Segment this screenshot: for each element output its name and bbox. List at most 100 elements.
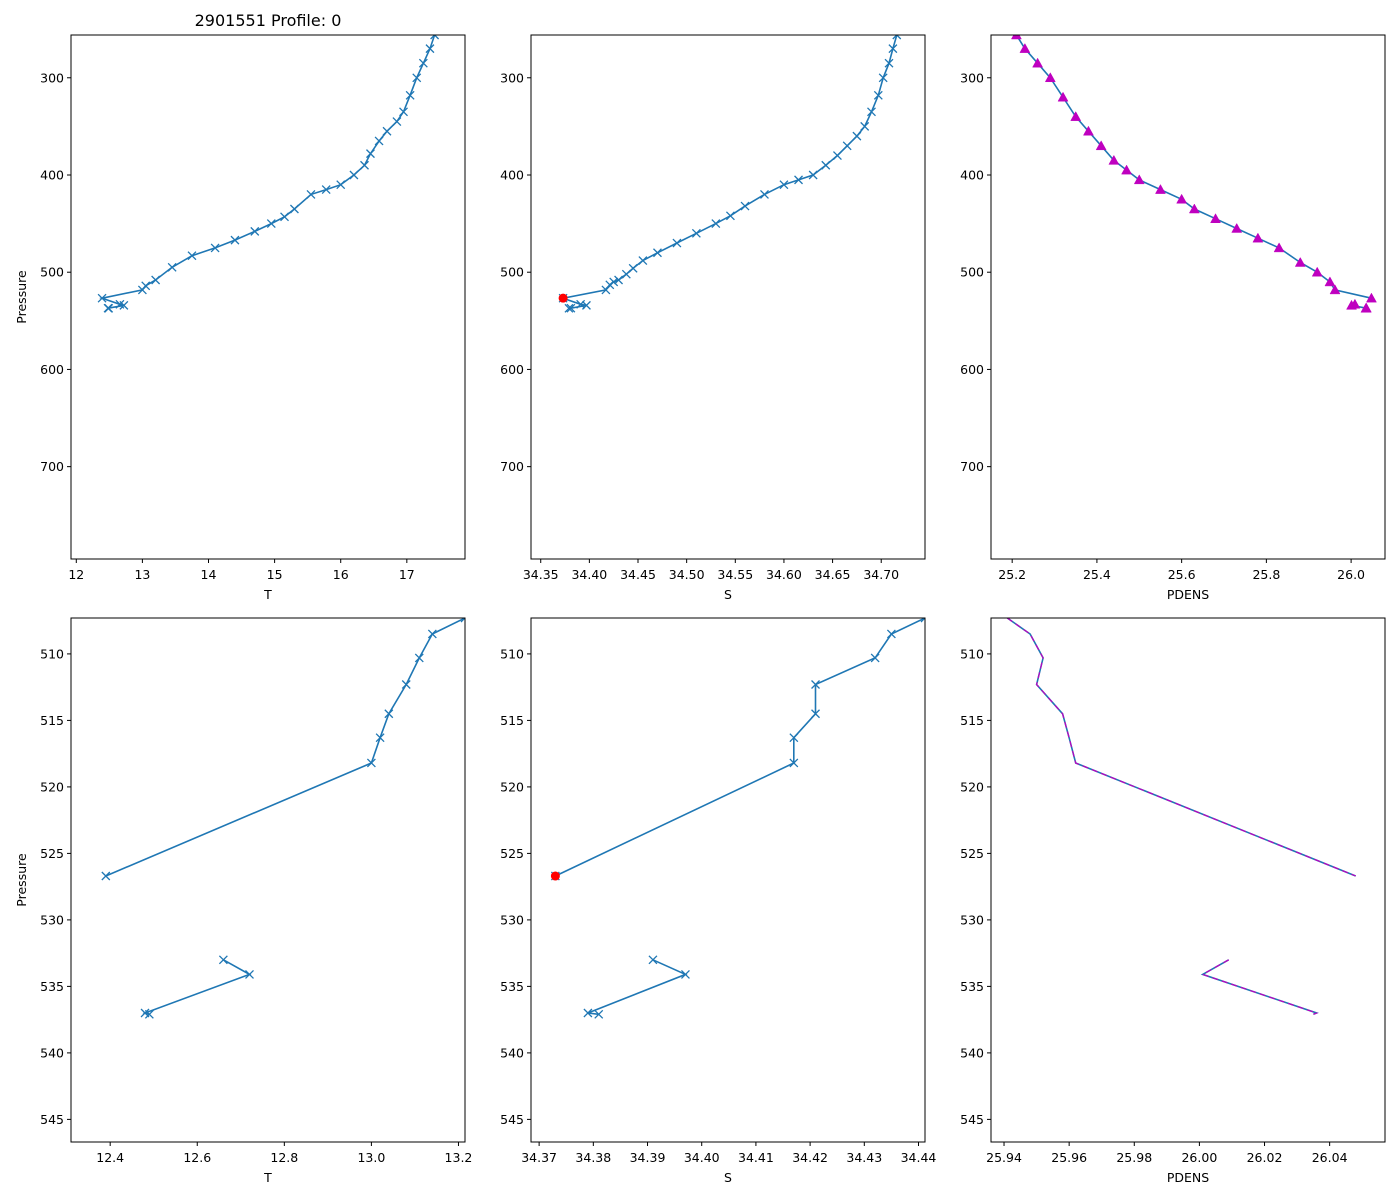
series-line-T <box>105 618 465 877</box>
series-overlay-line-PDENS-deep <box>1201 959 1319 1015</box>
x-tick-label: 13.2 <box>445 1150 473 1165</box>
data-point-triangle-marker <box>1010 35 1022 40</box>
y-tick-label: 540 <box>500 1045 524 1060</box>
data-point-triangle-marker <box>1252 232 1264 243</box>
chart-panel-2: 34.35 34.40 34.45 34.50 34.55 34.60 34.65 34.70… <box>500 34 926 602</box>
x-tick-label: 26.0 <box>1337 567 1365 582</box>
y-tick-label: 400 <box>500 167 524 182</box>
x-tick-label: 26.02 <box>1247 1150 1283 1165</box>
x-tick-label: 34.55 <box>717 567 753 582</box>
data-point-x-marker <box>691 228 701 238</box>
y-tick-label: 510 <box>960 646 984 661</box>
series-overlay-line-PDENS <box>1006 618 1356 877</box>
data-point-x-marker <box>811 680 820 689</box>
data-point-x-marker <box>349 170 359 180</box>
data-point-x-marker <box>375 733 385 743</box>
data-point-x-marker <box>821 160 831 170</box>
x-tick-label: 13.0 <box>357 1150 385 1165</box>
y-tick-label: 525 <box>960 846 984 861</box>
data-point-x-marker <box>289 204 299 214</box>
data-point-x-marker <box>628 263 638 273</box>
data-point-triangle-marker <box>1273 242 1285 253</box>
data-point-x-marker <box>101 871 111 881</box>
data-point-x-marker <box>808 170 818 180</box>
y-tick-label: 400 <box>960 167 984 182</box>
data-point-x-marker <box>888 44 898 54</box>
data-point-x-marker <box>789 758 799 768</box>
data-point-x-marker <box>210 243 220 253</box>
chart-panel-3: 25.2 25.4 25.6 25.8 26.0 300 400 500 600 700 PDENS <box>960 34 1386 602</box>
y-tick-label: 510 <box>500 646 524 661</box>
plot-area <box>558 35 902 313</box>
data-point-triangle-marker <box>1346 299 1357 310</box>
data-point-x-marker <box>852 131 862 141</box>
data-point-triangle-marker <box>1366 292 1377 303</box>
x-tick-label: 34.41 <box>738 1150 774 1165</box>
y-tick-label: 535 <box>40 979 64 994</box>
y-tick-label: 515 <box>500 713 524 728</box>
x-tick-label: 34.70 <box>863 567 899 582</box>
x-tick-label: 26.04 <box>1312 1150 1348 1165</box>
x-tick-label: 12.6 <box>183 1150 211 1165</box>
data-point-x-marker <box>427 629 437 639</box>
data-point-x-marker <box>230 235 240 245</box>
x-axis-label: S <box>724 587 732 602</box>
x-tick-label: 34.39 <box>630 1150 666 1165</box>
x-tick-label: 15 <box>267 567 283 582</box>
data-point-triangle-marker <box>1032 57 1044 68</box>
y-tick-label: 700 <box>40 459 64 474</box>
y-tick-label: 500 <box>40 265 64 280</box>
data-point-x-marker <box>564 303 574 313</box>
y-tick-label: 530 <box>40 912 64 927</box>
data-point-x-marker <box>144 1009 154 1019</box>
series-line-PDENS <box>1015 35 1372 299</box>
data-point-x-marker <box>811 709 820 719</box>
data-point-x-marker <box>740 201 750 211</box>
data-point-x-marker <box>672 238 682 248</box>
x-tick-label: 26.00 <box>1181 1150 1217 1165</box>
data-point-x-marker <box>366 758 376 768</box>
data-point-x-marker <box>680 969 690 979</box>
data-point-x-marker <box>167 262 177 272</box>
data-point-x-marker <box>399 107 408 117</box>
plot-area <box>97 35 440 313</box>
data-point-x-marker <box>648 955 658 965</box>
x-tick-label: 25.8 <box>1252 567 1280 582</box>
x-tick-label: 25.94 <box>986 1150 1022 1165</box>
data-point-x-marker <box>884 58 894 68</box>
data-point-x-marker <box>384 709 394 719</box>
x-tick-label: 25.6 <box>1168 567 1196 582</box>
data-point-triangle-marker <box>1095 140 1107 151</box>
data-point-x-marker <box>414 653 424 663</box>
series-line-S <box>560 35 898 310</box>
data-point-triangle-marker <box>1210 213 1221 223</box>
x-axis-label: T <box>263 1170 272 1185</box>
x-tick-label: 34.44 <box>901 1150 937 1165</box>
y-tick-label: 300 <box>960 70 984 85</box>
data-point-triangle-marker <box>1121 164 1132 175</box>
x-tick-label: 12.4 <box>96 1150 124 1165</box>
y-tick-label: 600 <box>960 362 984 377</box>
x-axis-label: PDENS <box>1167 1170 1209 1185</box>
chart-panel-5: 34.37 34.38 34.39 34.40 34.41 34.42 34.43 34.44… <box>500 617 937 1185</box>
data-point-x-marker <box>860 121 870 131</box>
x-axis-label: T <box>263 587 272 602</box>
x-tick-label: 34.35 <box>523 567 559 582</box>
y-tick-label: 535 <box>960 979 984 994</box>
x-tick-label: 34.40 <box>684 1150 720 1165</box>
plot-area <box>1010 35 1377 313</box>
y-tick-label: 545 <box>500 1112 524 1127</box>
data-point-x-marker <box>151 275 161 285</box>
data-point-triangle-marker <box>1133 174 1145 185</box>
y-tick-label: 500 <box>960 265 984 280</box>
y-tick-label: 520 <box>40 779 64 794</box>
x-tick-label: 34.43 <box>846 1150 882 1165</box>
data-point-x-marker <box>321 185 331 195</box>
y-tick-label: 700 <box>960 459 984 474</box>
x-tick-label: 12 <box>68 567 84 582</box>
data-point-x-marker <box>614 275 624 285</box>
y-tick-label: 525 <box>40 846 64 861</box>
x-tick-label: 34.38 <box>575 1150 611 1165</box>
y-tick-label: 600 <box>500 362 524 377</box>
